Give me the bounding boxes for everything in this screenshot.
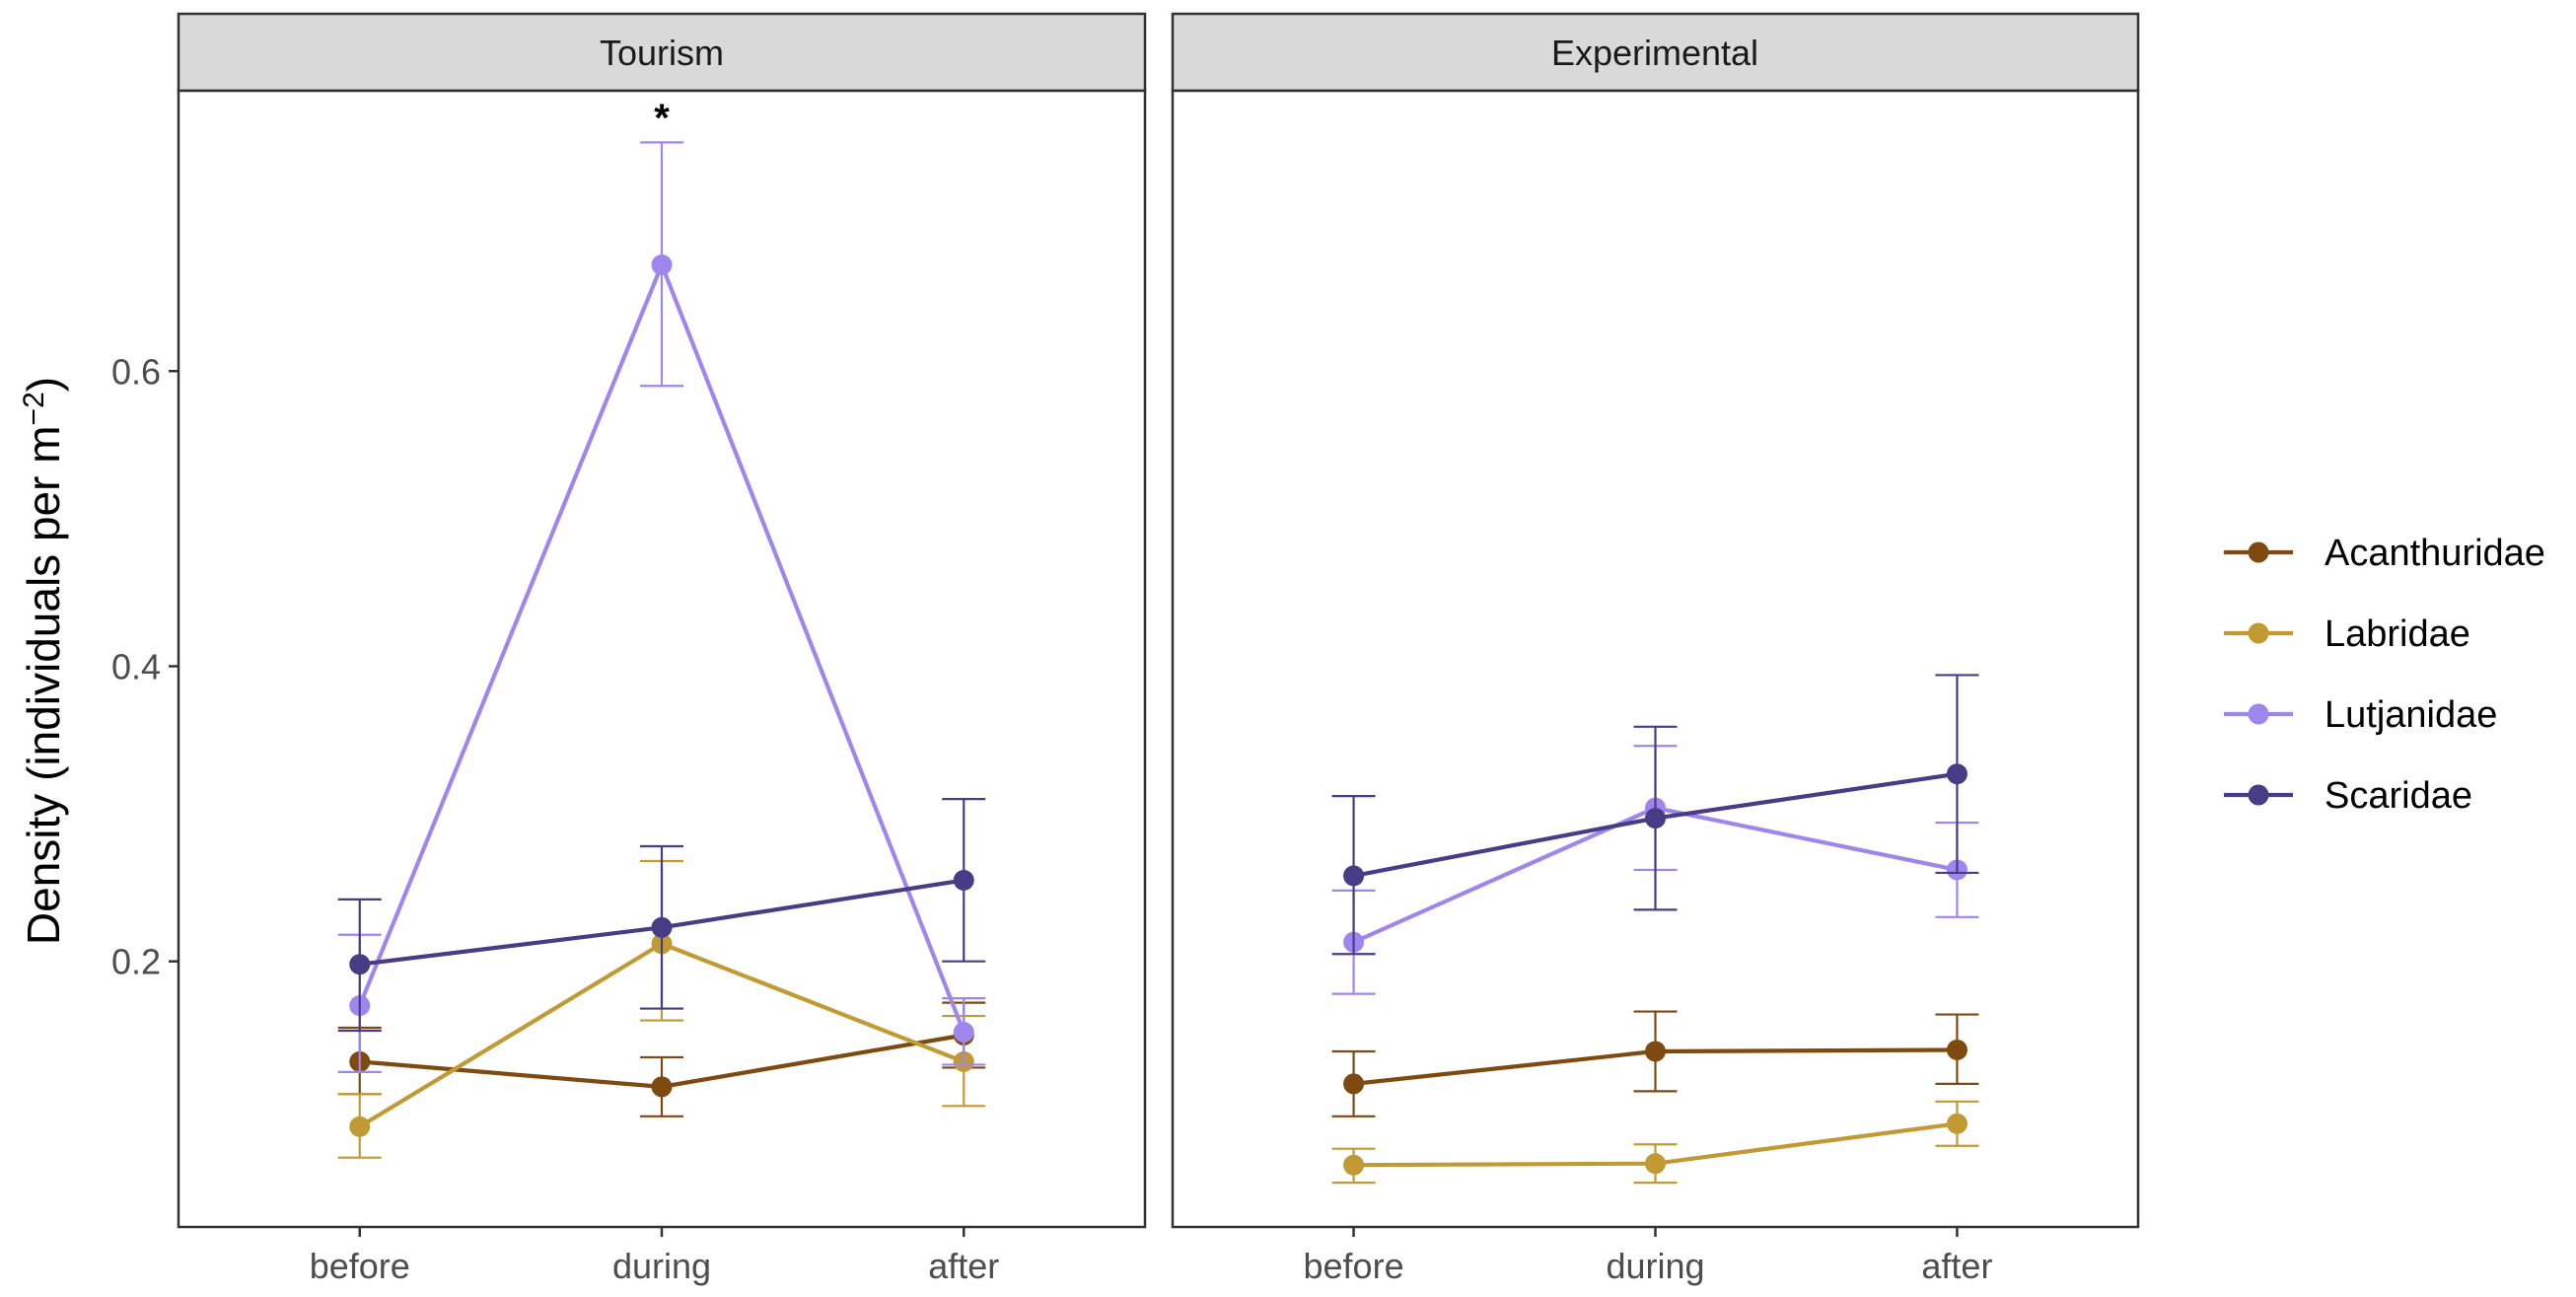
- legend: Acanthuridae Labridae Lutjanidae Scaridae: [2224, 533, 2545, 817]
- y-axis-title-close: ): [18, 377, 69, 392]
- data-point-scaridae-before: [1343, 865, 1365, 887]
- legend-item-lutjanidae: Lutjanidae: [2224, 694, 2497, 736]
- x-tick-label-during: during: [1606, 1246, 1704, 1286]
- legend-item-scaridae: Scaridae: [2224, 775, 2472, 817]
- x-tick-label-before: before: [310, 1246, 410, 1286]
- series-scaridae-tourism: [337, 798, 986, 1033]
- series-scaridae-experimental: [1331, 674, 1979, 956]
- data-point-lutjanidae-after: [953, 1022, 974, 1044]
- legend-label: Acanthuridae: [2325, 533, 2545, 574]
- y-axis-title-main: Density (individuals per m: [18, 425, 69, 945]
- data-point-labridae-after: [1946, 1113, 1968, 1134]
- y-axis-title-superscript: −2: [18, 392, 50, 425]
- data-point-scaridae-after: [1946, 763, 1968, 785]
- legend-label: Labridae: [2325, 613, 2470, 655]
- y-tick-label: 0.2: [111, 942, 161, 982]
- data-point-scaridae-before: [349, 954, 371, 975]
- x-tick-label-after: after: [928, 1246, 999, 1286]
- x-tick-label-after: after: [1921, 1246, 1992, 1286]
- strip-label-tourism: Tourism: [600, 33, 724, 73]
- data-point-acanthuridae-during: [1645, 1041, 1666, 1062]
- y-axis-title: Density (individuals per m−2): [18, 377, 69, 945]
- data-point-lutjanidae-during: [651, 254, 673, 276]
- y-tick-label: 0.6: [111, 351, 161, 392]
- data-point-labridae-during: [1645, 1153, 1666, 1175]
- panel-tourism: Tourism *: [177, 12, 1147, 1229]
- legend-key-point: [2248, 784, 2269, 806]
- legend-key-point: [2248, 541, 2269, 563]
- series-acanthuridae-experimental: [1331, 1010, 1979, 1117]
- series-labridae-experimental: [1331, 1100, 1979, 1185]
- legend-item-acanthuridae: Acanthuridae: [2224, 533, 2545, 574]
- plot-marks-tourism: *: [337, 97, 986, 1159]
- data-point-scaridae-during: [651, 916, 673, 938]
- data-point-scaridae-after: [953, 869, 974, 891]
- legend-key-point: [2248, 622, 2269, 644]
- panel-experimental: Experimental: [1171, 12, 2140, 1229]
- data-point-labridae-before: [1343, 1154, 1365, 1176]
- strip-tourism: [177, 12, 1147, 93]
- y-tick-label: 0.4: [111, 646, 161, 686]
- legend-key-point: [2248, 703, 2269, 725]
- data-point-acanthuridae-after: [1946, 1039, 1968, 1060]
- strip-label-experimental: Experimental: [1551, 33, 1758, 73]
- axes: 0.2 0.4 0.6 before during after before during af…: [111, 351, 1993, 1286]
- data-point-acanthuridae-before: [1343, 1073, 1365, 1095]
- x-tick-label-during: during: [612, 1246, 711, 1286]
- legend-label: Lutjanidae: [2325, 694, 2497, 736]
- plot-marks-experimental: [1331, 674, 1979, 1185]
- data-point-acanthuridae-during: [651, 1076, 673, 1098]
- data-point-labridae-before: [349, 1116, 371, 1137]
- legend-item-labridae: Labridae: [2224, 613, 2470, 655]
- x-tick-label-before: before: [1304, 1246, 1404, 1286]
- data-point-scaridae-during: [1645, 808, 1666, 829]
- significance-marker: *: [654, 97, 670, 140]
- legend-label: Scaridae: [2325, 775, 2472, 817]
